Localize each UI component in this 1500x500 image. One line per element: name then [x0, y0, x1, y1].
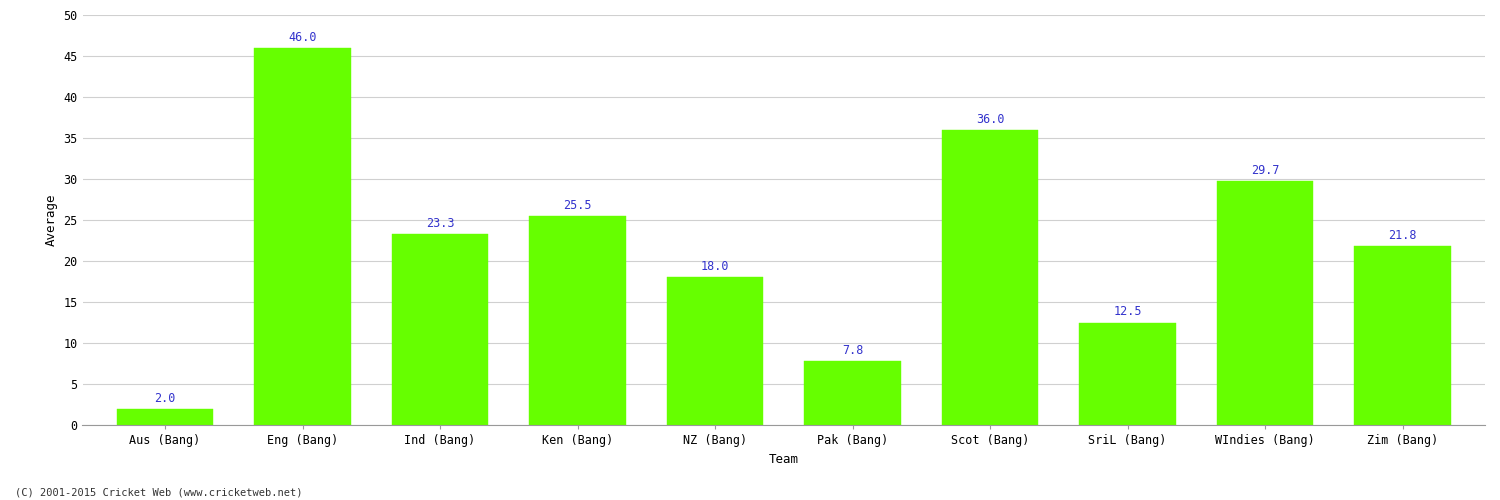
Text: 46.0: 46.0 [288, 30, 316, 44]
Text: 36.0: 36.0 [976, 112, 1005, 126]
Text: 18.0: 18.0 [700, 260, 729, 274]
Y-axis label: Average: Average [45, 194, 58, 246]
Bar [942, 130, 1038, 425]
Bar [117, 408, 213, 425]
Text: 21.8: 21.8 [1389, 229, 1417, 242]
Bar [1354, 246, 1450, 425]
Bar [255, 48, 351, 425]
Text: 12.5: 12.5 [1113, 306, 1142, 318]
Text: 23.3: 23.3 [426, 217, 454, 230]
X-axis label: Team: Team [768, 452, 798, 466]
Bar [1216, 182, 1312, 425]
Bar [804, 361, 900, 425]
Bar [668, 278, 764, 425]
Text: 2.0: 2.0 [154, 392, 176, 404]
Text: 29.7: 29.7 [1251, 164, 1280, 177]
Text: 7.8: 7.8 [842, 344, 862, 357]
Bar [1080, 322, 1176, 425]
Bar [530, 216, 626, 425]
Text: (C) 2001-2015 Cricket Web (www.cricketweb.net): (C) 2001-2015 Cricket Web (www.cricketwe… [15, 488, 303, 498]
Bar [392, 234, 488, 425]
Text: 25.5: 25.5 [564, 199, 592, 212]
